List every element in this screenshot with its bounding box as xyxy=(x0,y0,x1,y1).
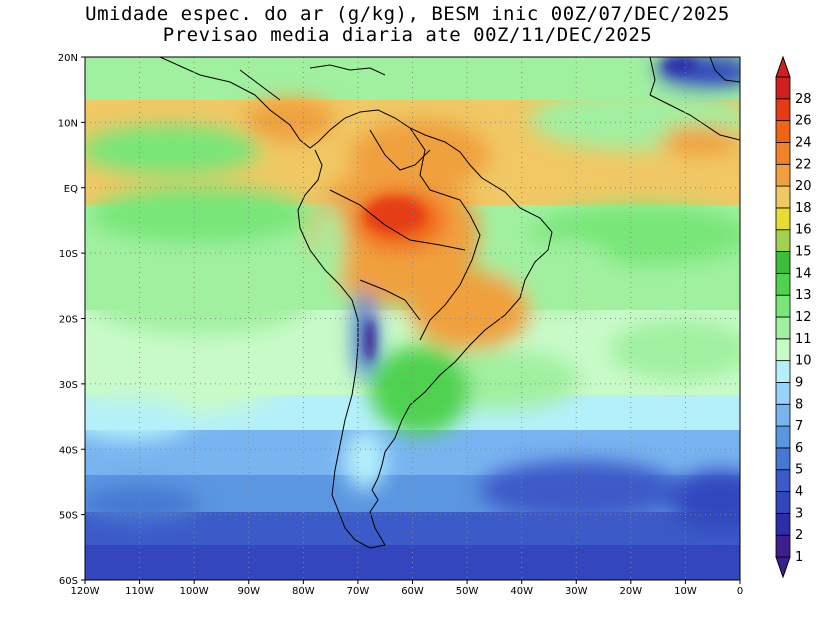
lon-label: 90W xyxy=(237,586,260,597)
lat-label: 10N xyxy=(58,118,78,129)
lon-label: 60W xyxy=(401,586,424,597)
colorbar-swatch xyxy=(775,142,791,165)
lon-label: 80W xyxy=(292,586,315,597)
lat-label: EQ xyxy=(64,184,78,195)
colorbar-label: 2 xyxy=(795,528,803,543)
colorbar-label: 3 xyxy=(795,506,803,521)
colorbar-swatch xyxy=(775,163,791,187)
lat-label: 40S xyxy=(59,445,78,456)
lat-label: 60S xyxy=(59,576,78,587)
lat-label: 50S xyxy=(59,511,78,522)
colorbar-top-arrow xyxy=(775,55,791,78)
colorbar-label: 15 xyxy=(795,245,812,260)
lon-label: 30W xyxy=(565,586,588,597)
colorbar-swatch xyxy=(775,534,791,558)
colorbar-swatch xyxy=(775,294,791,318)
colorbar-swatch xyxy=(775,272,791,296)
colorbar-swatch xyxy=(775,338,791,362)
colorbar-label: 5 xyxy=(795,463,803,478)
colorbar-label: 18 xyxy=(795,201,812,216)
colorbar-swatch xyxy=(775,447,791,471)
longitude-labels: 120W 110W 100W 90W 80W 70W 60W 50W 40W 30W 20W 10W 0 xyxy=(71,580,743,597)
coastline xyxy=(159,57,740,549)
lat-label: 20S xyxy=(59,315,78,326)
lon-label: 120W xyxy=(71,586,100,597)
colorbar-swatch xyxy=(775,425,791,449)
colorbar-swatch xyxy=(775,512,791,536)
lon-label: 40W xyxy=(510,586,533,597)
chart-title-line2: Previsao media diaria ate 00Z/11/DEC/202… xyxy=(162,24,653,46)
colorbar-label: 9 xyxy=(795,375,803,390)
colorbar-label: 11 xyxy=(795,332,812,347)
lon-label: 100W xyxy=(180,586,209,597)
colorbar-swatch xyxy=(775,360,791,383)
colorbar-label: 6 xyxy=(795,441,803,456)
colorbar-label: 16 xyxy=(795,223,812,238)
colorbar-label: 4 xyxy=(795,485,803,500)
colorbar-label: 12 xyxy=(795,310,812,325)
lon-label: 50W xyxy=(456,586,479,597)
lon-label: 20W xyxy=(620,586,643,597)
chart-title-line1: Umidade espec. do ar (g/kg), BESM inic 0… xyxy=(85,3,730,25)
lat-label: 10S xyxy=(59,249,78,260)
colorbar-label: 24 xyxy=(795,135,812,150)
latitude-labels: 20N 10N EQ 10S 20S 30S 40S 50S 60S xyxy=(58,53,85,587)
lon-label: 0 xyxy=(737,586,743,597)
colorbar-swatch xyxy=(775,316,791,340)
lon-label: 110W xyxy=(125,586,154,597)
colorbar-label: 13 xyxy=(795,288,812,303)
colorbar-swatch xyxy=(775,185,791,209)
colorbar-swatch xyxy=(775,229,791,252)
lon-label: 10W xyxy=(674,586,697,597)
colorbar-label: 22 xyxy=(795,157,812,172)
colorbar-label: 14 xyxy=(795,266,812,281)
colorbar-label: 8 xyxy=(795,397,803,412)
colorbar-swatch xyxy=(775,382,791,405)
lat-label: 30S xyxy=(59,380,78,391)
colorbar-label: 7 xyxy=(795,419,803,434)
colorbar-label: 20 xyxy=(795,179,812,194)
colorbar-label: 28 xyxy=(795,92,812,107)
colorbar-swatch xyxy=(775,251,791,274)
lat-label: 20N xyxy=(58,53,78,64)
colorbar-label: 1 xyxy=(795,550,803,565)
colorbar-label: 26 xyxy=(795,114,812,129)
lon-label: 70W xyxy=(347,586,370,597)
colorbar-swatch xyxy=(775,403,791,427)
colorbar-swatch xyxy=(775,491,791,514)
colorbar-swatch xyxy=(775,76,791,100)
colorbar-swatch xyxy=(775,98,791,122)
colorbar-label: 10 xyxy=(795,354,812,369)
colorbar-swatch xyxy=(775,469,791,492)
colorbar-swatch xyxy=(775,120,791,143)
colorbar-swatch xyxy=(775,207,791,231)
grid-lines xyxy=(85,57,740,580)
colorbar-bottom-arrow xyxy=(775,556,791,579)
